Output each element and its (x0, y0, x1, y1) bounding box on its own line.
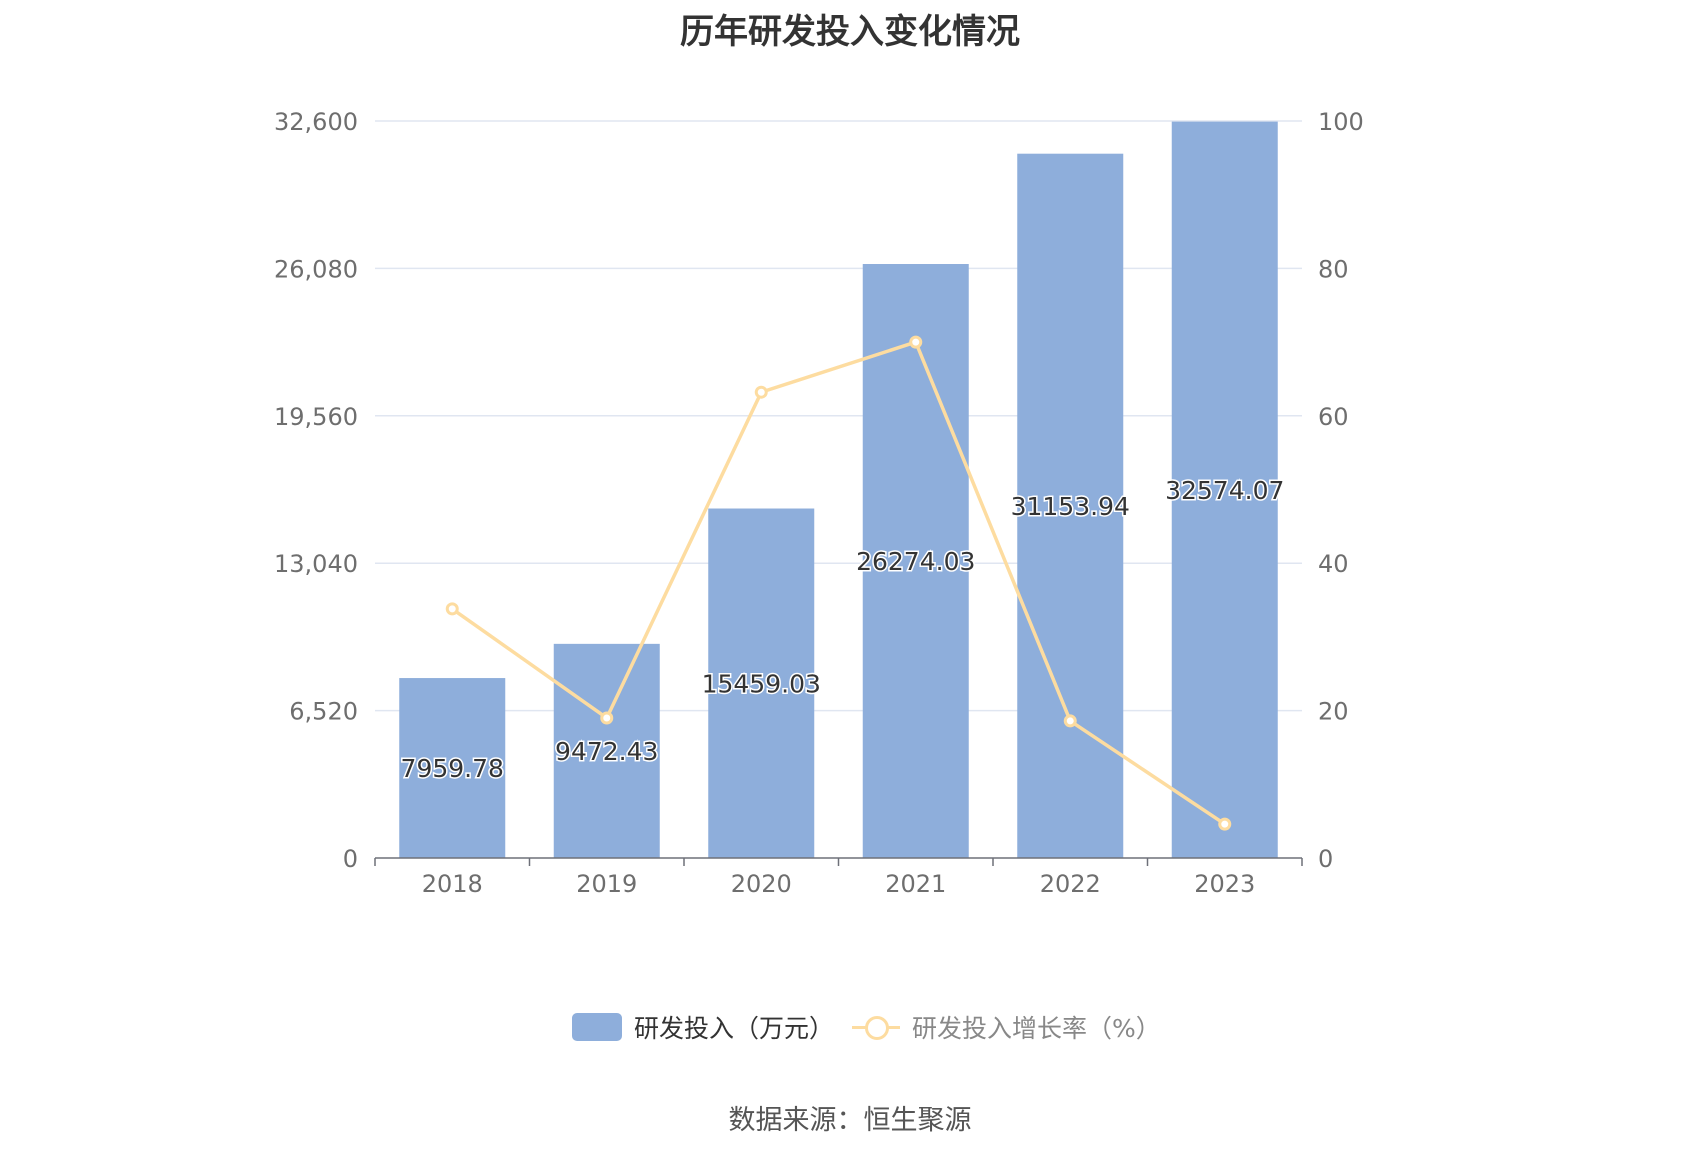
x-tick-label: 2022 (1040, 870, 1101, 898)
growth-rate-point (754, 385, 768, 399)
growth-rate-point (909, 335, 923, 349)
legend-label-rd-investment: 研发投入（万元） (634, 1014, 835, 1043)
bar (862, 264, 969, 858)
y-right-tick-label: 20 (1318, 698, 1349, 726)
chart-plot: 0 6,520 13,040 19,560 26,080 32,600 0 20 40 60 80 1… (274, 108, 1364, 898)
bar (399, 678, 506, 858)
chart-title: 历年研发投入变化情况 (680, 12, 1020, 52)
y-right-tick-label: 60 (1318, 403, 1349, 431)
chart-legend: 研发投入（万元） 研发投入增长率（%） (0, 1005, 1700, 1049)
y-left-tick-label: 32,600 (274, 108, 358, 136)
growth-rate-line (451, 340, 1226, 826)
y-right-tick-label: 80 (1318, 255, 1349, 283)
legend-item-rd-investment[interactable]: 研发投入（万元） (572, 1005, 834, 1049)
y-right-tick-label: 100 (1318, 108, 1364, 136)
bar-data-label: 26274.03 (856, 547, 975, 576)
x-tick-label: 2020 (731, 870, 792, 898)
bar (1171, 121, 1278, 859)
data-source-note: 数据来源：恒生聚源 (728, 1105, 972, 1136)
bar (708, 508, 815, 858)
bar-data-label: 7959.78 (401, 754, 504, 783)
growth-rate-point (600, 711, 614, 725)
x-tick-label: 2019 (576, 870, 637, 898)
bar-data-label: 15459.03 (702, 669, 821, 698)
y-left-tick-label: 6,520 (289, 698, 358, 726)
legend-item-growth-rate[interactable]: 研发投入增长率（%） (852, 1005, 1161, 1049)
legend-line-swatch (852, 1013, 900, 1041)
bar (1017, 153, 1124, 859)
y-left-tick-label: 0 (343, 845, 358, 873)
bar-data-label: 32574.07 (1165, 476, 1284, 505)
y-left-tick-label: 13,040 (274, 550, 358, 578)
growth-rate-point (445, 602, 459, 616)
x-tick-label: 2023 (1194, 870, 1255, 898)
y-left-tick-label: 19,560 (274, 403, 358, 431)
bar-data-label: 9472.43 (555, 737, 658, 766)
x-tick-label: 2018 (422, 870, 483, 898)
y-right-tick-label: 40 (1318, 550, 1349, 578)
legend-label-growth-rate: 研发投入增长率（%） (912, 1014, 1161, 1043)
y-left-tick-label: 26,080 (274, 255, 358, 283)
x-tick-label: 2021 (885, 870, 946, 898)
growth-rate-point (1218, 817, 1232, 831)
growth-rate-point (1063, 714, 1077, 728)
y-right-tick-label: 0 (1318, 845, 1333, 873)
bar (553, 643, 660, 858)
bar-data-label: 31153.94 (1011, 492, 1130, 521)
legend-bar-swatch (572, 1013, 622, 1041)
